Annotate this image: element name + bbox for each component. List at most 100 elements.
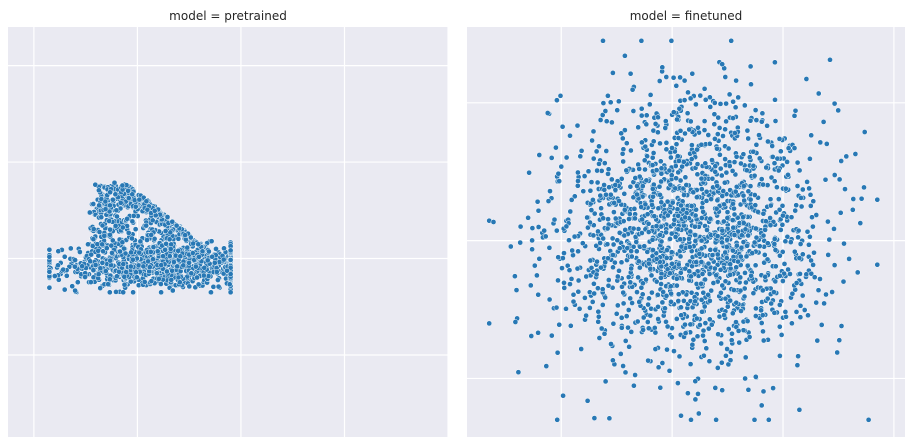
scatter-point [658, 165, 665, 172]
scatter-point [730, 224, 737, 231]
scatter-point [644, 319, 651, 325]
scatter-point [787, 239, 794, 245]
scatter-point [698, 175, 705, 182]
scatter-point [656, 183, 663, 190]
scatter-point [169, 218, 176, 225]
scatter-point [652, 329, 659, 336]
scatter-point [712, 136, 718, 142]
scatter-point [772, 59, 778, 66]
scatter-point [793, 280, 800, 286]
scatter-point [837, 209, 844, 216]
scatter-point [827, 56, 833, 63]
scatter-point [633, 248, 640, 255]
scatter-point [664, 346, 670, 353]
scatter-point [753, 117, 760, 123]
scatter-point [106, 276, 113, 283]
scatter-point [675, 291, 682, 298]
scatter-plot-pretrained [8, 27, 448, 437]
scatter-point [628, 265, 635, 272]
scatter-point [513, 287, 520, 293]
scatter-point [731, 287, 737, 293]
scatter-point [799, 292, 806, 299]
scatter-point [794, 183, 801, 189]
scatter-point [858, 195, 865, 202]
scatter-point [107, 226, 113, 233]
scatter-point [158, 281, 164, 287]
scatter-point [668, 37, 675, 44]
scatter-point [140, 263, 147, 270]
scatter-point [559, 265, 565, 271]
scatter-point [728, 337, 735, 344]
scatter-point [150, 244, 157, 250]
scatter-point [555, 170, 562, 177]
scatter-point [544, 110, 551, 116]
scatter-point [695, 124, 701, 131]
scatter-point [620, 146, 627, 153]
scatter-point [131, 197, 138, 204]
scatter-point [687, 228, 694, 235]
scatter-point [547, 188, 553, 194]
scatter-point [605, 92, 611, 99]
scatter-point [752, 262, 759, 269]
scatter-point [72, 257, 78, 263]
scatter-point [603, 118, 610, 125]
scatter-point [596, 335, 603, 341]
scatter-point [563, 154, 570, 161]
scatter-point [719, 61, 726, 68]
scatter-point [563, 223, 570, 230]
scatter-point [621, 206, 628, 213]
scatter-point [861, 184, 867, 191]
scatter-point [638, 37, 645, 44]
scatter-point [701, 303, 708, 310]
scatter-point [187, 234, 194, 241]
scatter-point [822, 176, 829, 183]
scatter-point [610, 264, 616, 271]
scatter-point [687, 95, 694, 102]
scatter-point [636, 299, 643, 305]
scatter-point [630, 108, 637, 114]
scatter-point [700, 208, 706, 215]
scatter-point [554, 97, 560, 104]
scatter-point [724, 236, 730, 243]
scatter-point [699, 308, 705, 315]
scatter-point [620, 363, 626, 369]
scatter-point [701, 118, 708, 124]
scatter-point [90, 274, 97, 281]
scatter-point [121, 273, 128, 280]
scatter-point [611, 200, 618, 206]
scatter-point [708, 321, 715, 328]
scatter-point [166, 236, 173, 243]
scatter-point [666, 367, 673, 374]
scatter-point [664, 323, 671, 330]
scatter-point [667, 181, 674, 188]
scatter-point [744, 242, 750, 249]
scatter-point [751, 172, 758, 179]
scatter-point [687, 118, 694, 125]
scatter-point [811, 274, 818, 281]
scatter-point [110, 196, 116, 203]
scatter-point [732, 188, 739, 195]
scatter-point [698, 237, 705, 244]
scatter-point [651, 325, 658, 331]
scatter-point [620, 300, 627, 307]
scatter-point [82, 274, 88, 280]
scatter-point [555, 277, 561, 284]
scatter-point [633, 239, 640, 245]
scatter-point [764, 295, 771, 302]
scatter-point [658, 170, 665, 177]
scatter-point [723, 352, 729, 359]
scatter-point [597, 117, 604, 123]
scatter-point [749, 250, 756, 256]
scatter-point [164, 268, 170, 275]
scatter-point [705, 132, 712, 138]
scatter-point [556, 178, 563, 184]
scatter-point [666, 167, 673, 174]
scatter-point [603, 148, 610, 154]
scatter-point [717, 151, 723, 158]
scatter-point [109, 250, 115, 256]
scatter-point [607, 99, 614, 106]
scatter-point [686, 244, 693, 250]
scatter-point [639, 139, 645, 146]
scatter-point [595, 228, 601, 235]
scatter-point [767, 202, 774, 209]
